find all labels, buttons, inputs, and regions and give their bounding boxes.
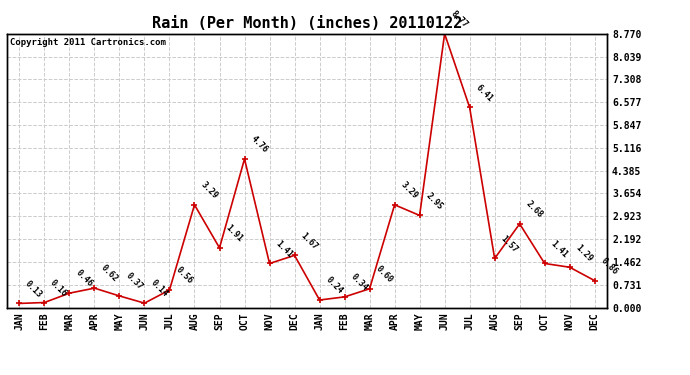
Text: 0.46: 0.46 <box>74 268 94 289</box>
Text: Copyright 2011 Cartronics.com: Copyright 2011 Cartronics.com <box>10 38 166 47</box>
Text: 1.57: 1.57 <box>499 234 520 254</box>
Text: 0.16: 0.16 <box>48 278 69 298</box>
Text: 1.29: 1.29 <box>574 243 594 263</box>
Text: 3.29: 3.29 <box>399 180 420 201</box>
Text: 6.41: 6.41 <box>474 83 494 103</box>
Text: 0.34: 0.34 <box>348 272 369 293</box>
Text: 1.41: 1.41 <box>274 239 294 260</box>
Text: 0.24: 0.24 <box>324 275 344 296</box>
Text: 1.91: 1.91 <box>224 223 244 244</box>
Text: 4.76: 4.76 <box>248 134 269 155</box>
Text: 0.14: 0.14 <box>148 279 169 299</box>
Text: 1.67: 1.67 <box>299 231 319 251</box>
Text: 2.68: 2.68 <box>524 199 544 220</box>
Text: 0.60: 0.60 <box>374 264 394 285</box>
Text: 1.41: 1.41 <box>549 239 569 260</box>
Text: 3.29: 3.29 <box>199 180 219 201</box>
Text: 0.86: 0.86 <box>599 256 620 276</box>
Text: 8.77: 8.77 <box>448 9 469 30</box>
Text: 0.56: 0.56 <box>174 266 194 286</box>
Text: 0.13: 0.13 <box>23 279 44 299</box>
Text: 2.95: 2.95 <box>424 191 444 211</box>
Title: Rain (Per Month) (inches) 20110122: Rain (Per Month) (inches) 20110122 <box>152 16 462 31</box>
Text: 0.37: 0.37 <box>124 271 144 292</box>
Text: 0.62: 0.62 <box>99 264 119 284</box>
